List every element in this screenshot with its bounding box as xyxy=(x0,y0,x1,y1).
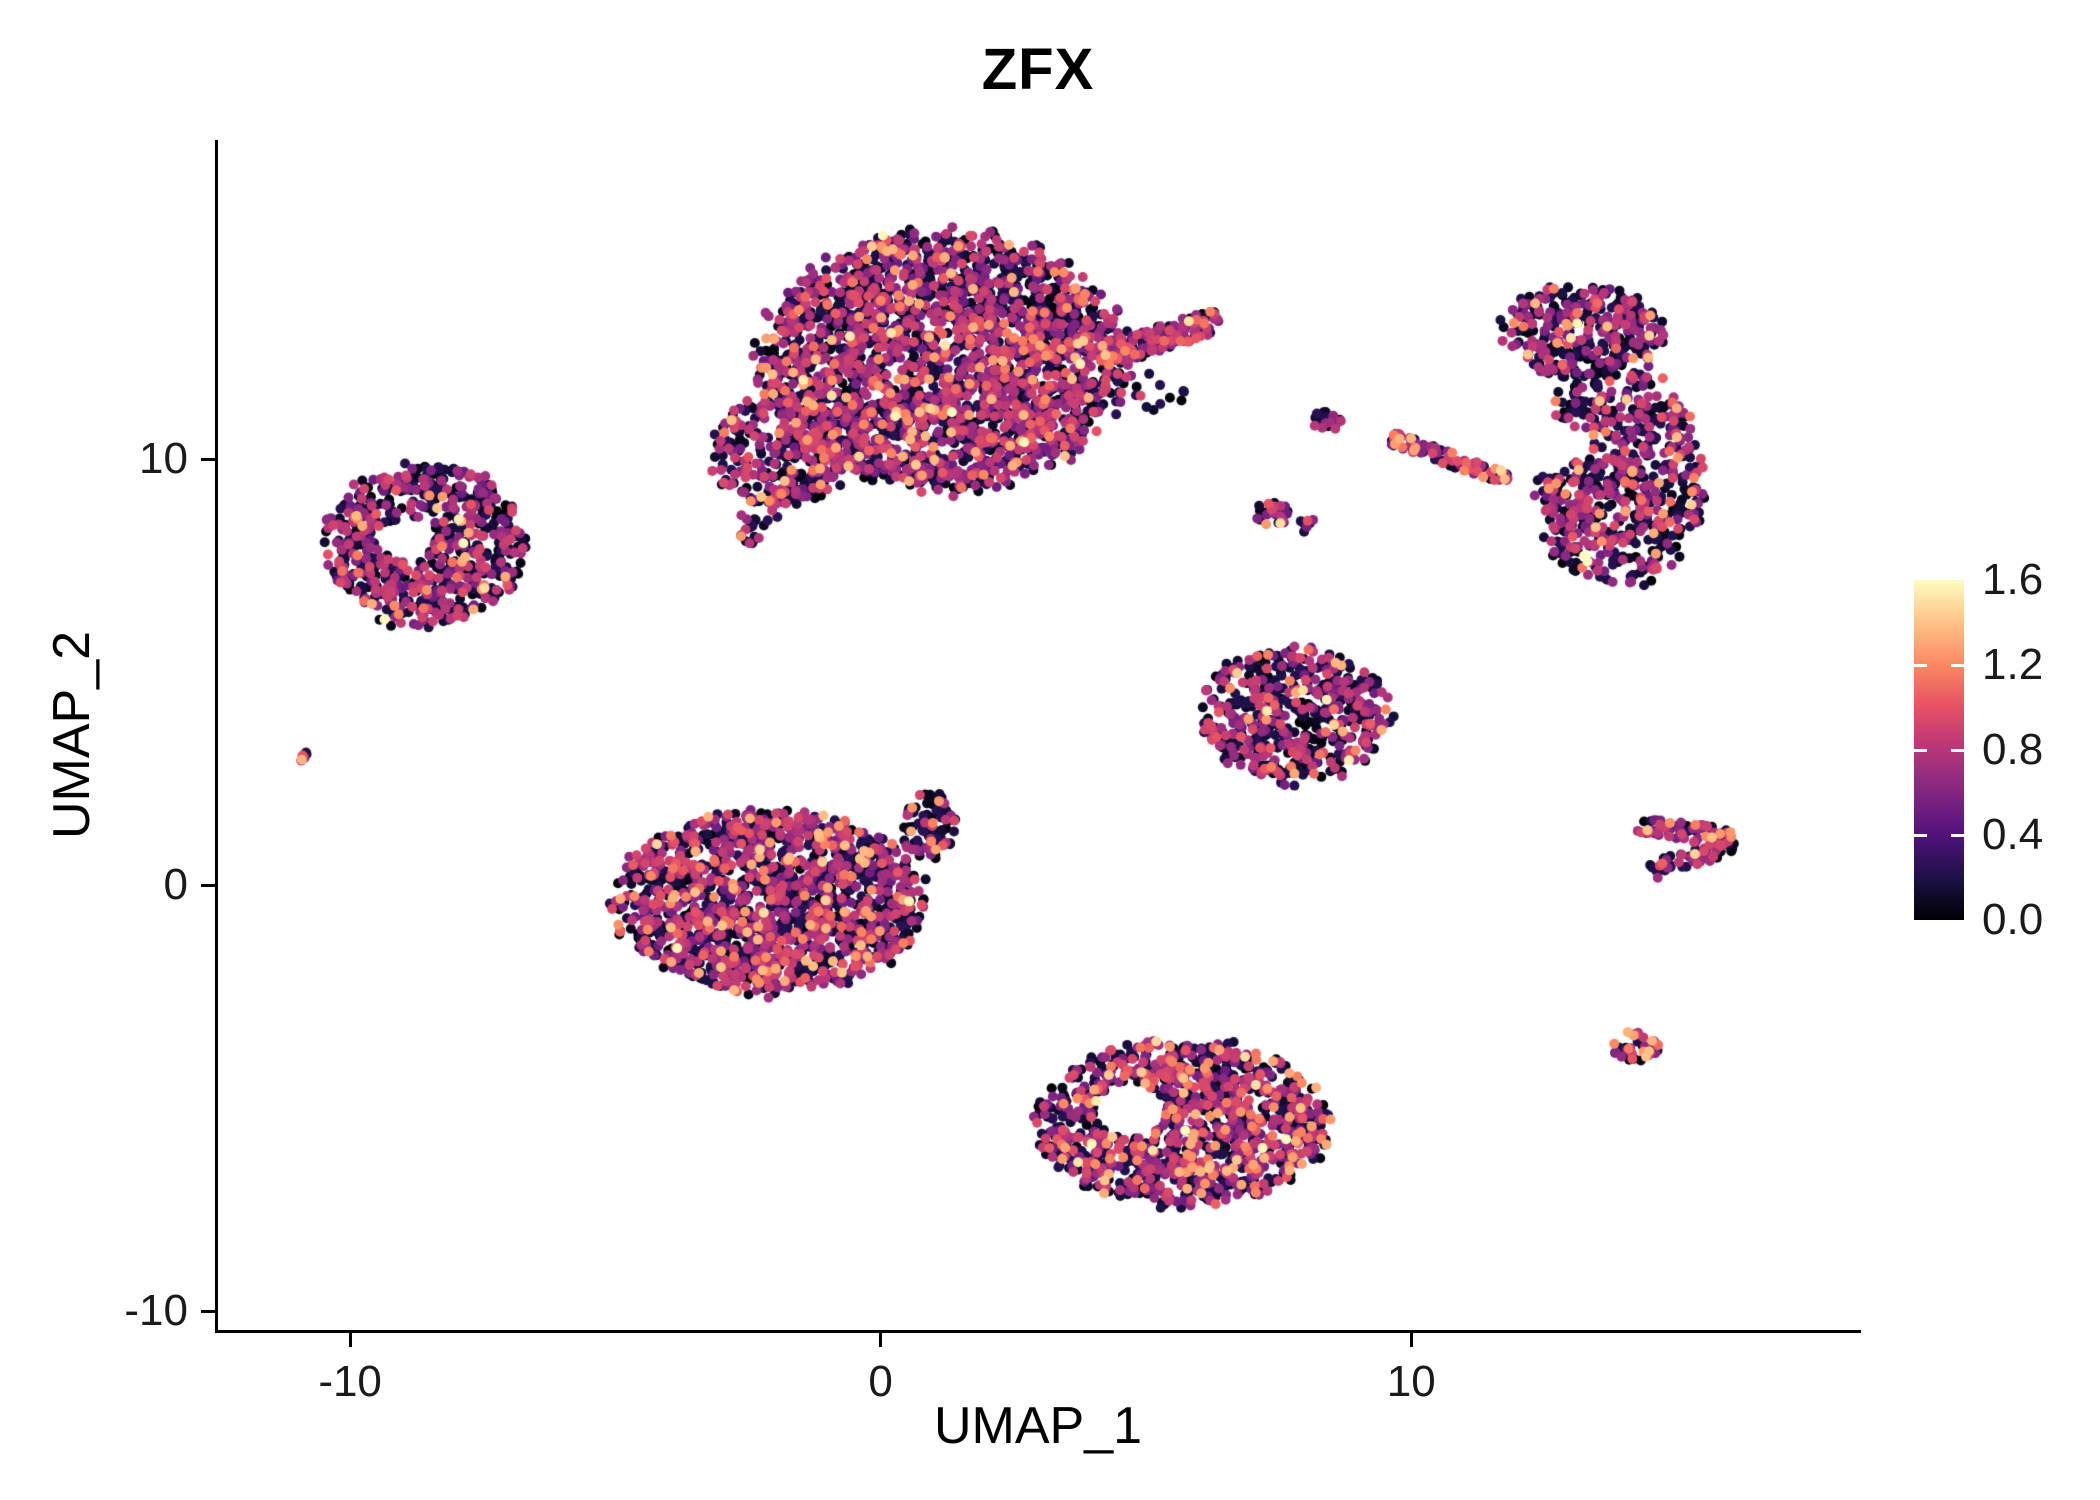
y-axis-line xyxy=(215,140,218,1333)
y-axis-label: UMAP_2 xyxy=(43,630,101,840)
colorbar-tick-label: 0.4 xyxy=(1982,810,2044,859)
colorbar-tick-mark xyxy=(1951,663,1964,667)
colorbar-tick-label: 1.6 xyxy=(1982,555,2044,604)
colorbar-tick-mark xyxy=(1951,748,1964,752)
y-tick-label: 10 xyxy=(139,434,188,484)
x-tick-mark xyxy=(879,1333,883,1347)
y-tick-mark xyxy=(201,883,215,887)
y-tick-label: 0 xyxy=(163,860,188,910)
colorbar-tick-mark xyxy=(1914,833,1927,837)
x-tick-label: -10 xyxy=(318,1357,382,1406)
colorbar-tick-mark xyxy=(1914,663,1927,667)
x-tick-label: 0 xyxy=(868,1357,893,1406)
y-tick-label: -10 xyxy=(124,1286,188,1336)
x-tick-mark xyxy=(1409,1333,1413,1347)
x-tick-mark xyxy=(348,1333,352,1347)
colorbar-tick-label: 0.8 xyxy=(1982,725,2044,774)
colorbar-tick-label: 0.0 xyxy=(1982,895,2044,944)
colorbar-tick-label: 1.2 xyxy=(1982,640,2044,689)
scatter-canvas xyxy=(218,140,1858,1330)
y-tick-mark xyxy=(201,457,215,461)
x-axis-label: UMAP_1 xyxy=(933,1397,1143,1455)
colorbar-tick-mark xyxy=(1914,748,1927,752)
colorbar-tick-mark xyxy=(1951,833,1964,837)
y-tick-mark xyxy=(201,1309,215,1313)
x-axis-line xyxy=(215,1330,1861,1333)
plot-title: ZFX xyxy=(981,37,1095,102)
x-tick-label: 10 xyxy=(1386,1357,1436,1406)
